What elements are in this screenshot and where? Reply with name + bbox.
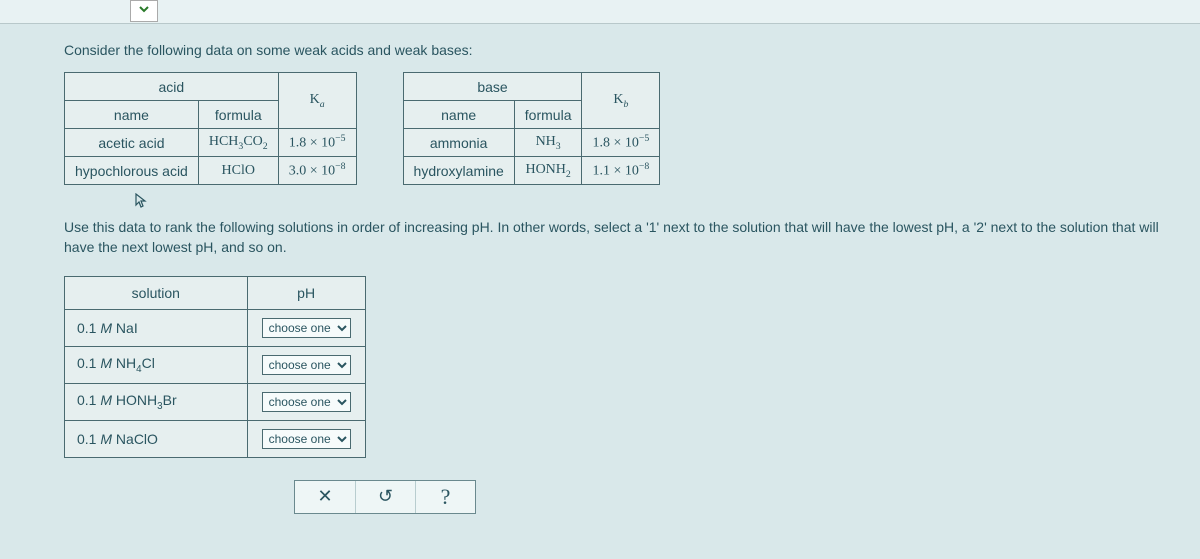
acid-k: 1.8 × 10−5 [278, 129, 356, 157]
base-formula: HONH2 [514, 157, 582, 185]
acid-name-header: name [65, 101, 199, 129]
table-row: 0.1 M HONH3Br choose one1234 [65, 383, 366, 420]
acid-k: 3.0 × 10−8 [278, 157, 356, 185]
ph-header: pH [247, 276, 365, 309]
base-formula: NH3 [514, 129, 582, 157]
chevron-down-icon[interactable] [130, 0, 158, 22]
base-name: ammonia [403, 129, 514, 157]
top-bar [0, 0, 1200, 24]
table-row: ammoniaNH31.8 × 10−5 [403, 129, 660, 157]
acid-name: hypochlorous acid [65, 157, 199, 185]
ph-select[interactable]: choose one1234 [262, 429, 351, 449]
table-row: acetic acidHCH3CO21.8 × 10−5 [65, 129, 357, 157]
acid-name: acetic acid [65, 129, 199, 157]
action-bar: ✕ ↺ ? [294, 480, 476, 514]
solution-label: 0.1 M HONH3Br [65, 383, 248, 420]
cursor-icon [134, 193, 1172, 213]
acid-table: acid Ka name formula acetic acidHCH3CO21… [64, 72, 357, 185]
solution-header: solution [65, 276, 248, 309]
ph-cell: choose one1234 [247, 383, 365, 420]
acid-formula: HClO [198, 157, 278, 185]
base-name-header: name [403, 101, 514, 129]
table-row: hypochlorous acidHClO3.0 × 10−8 [65, 157, 357, 185]
acid-formula: HCH3CO2 [198, 129, 278, 157]
table-row: 0.1 M NH4Cl choose one1234 [65, 346, 366, 383]
acid-group-header: acid [65, 73, 279, 101]
base-table: base Kb name formula ammoniaNH31.8 × 10−… [403, 72, 661, 185]
base-name: hydroxylamine [403, 157, 514, 185]
table-row: 0.1 M NaClO choose one1234 [65, 420, 366, 457]
base-k: 1.8 × 10−5 [582, 129, 660, 157]
question-content: Consider the following data on some weak… [0, 24, 1200, 534]
solution-label: 0.1 M NH4Cl [65, 346, 248, 383]
data-tables-row: acid Ka name formula acetic acidHCH3CO21… [64, 72, 1172, 185]
acid-formula-header: formula [198, 101, 278, 129]
ka-header: Ka [278, 73, 356, 129]
table-row: 0.1 M NaI choose one1234 [65, 309, 366, 346]
solution-label: 0.1 M NaI [65, 309, 248, 346]
ph-select[interactable]: choose one1234 [262, 355, 351, 375]
base-formula-header: formula [514, 101, 582, 129]
solution-label: 0.1 M NaClO [65, 420, 248, 457]
ph-select[interactable]: choose one1234 [262, 318, 351, 338]
prompt-intro: Consider the following data on some weak… [64, 42, 1172, 58]
prompt-instructions: Use this data to rank the following solu… [64, 217, 1172, 258]
ph-cell: choose one1234 [247, 346, 365, 383]
ph-select[interactable]: choose one1234 [262, 392, 351, 412]
base-k: 1.1 × 10−8 [582, 157, 660, 185]
kb-header: Kb [582, 73, 660, 129]
base-group-header: base [403, 73, 582, 101]
close-button[interactable]: ✕ [295, 481, 355, 513]
ph-cell: choose one1234 [247, 309, 365, 346]
answer-table: solution pH 0.1 M NaIchoose one12340.1 M… [64, 276, 366, 458]
help-button[interactable]: ? [415, 481, 475, 513]
table-row: hydroxylamineHONH21.1 × 10−8 [403, 157, 660, 185]
reset-button[interactable]: ↺ [355, 481, 415, 513]
ph-cell: choose one1234 [247, 420, 365, 457]
